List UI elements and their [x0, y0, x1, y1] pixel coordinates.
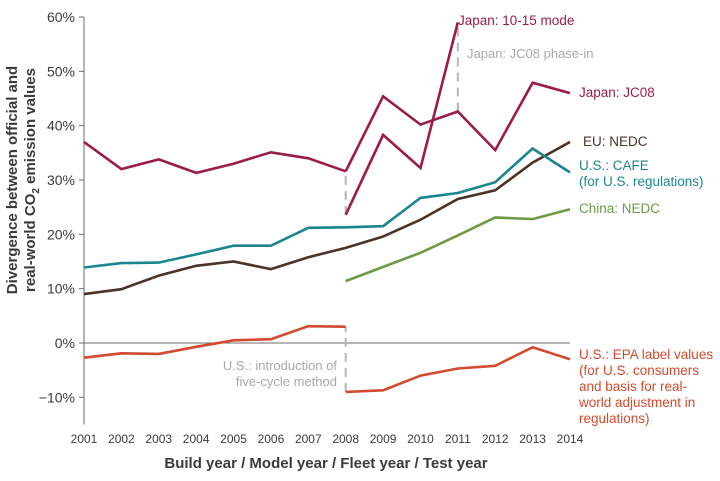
x-tick-label: 2011: [445, 432, 471, 446]
x-tick-label: 2002: [108, 432, 135, 446]
y-axis-title-line-2: real-world CO2 emission values: [22, 68, 42, 292]
x-tick-label: 2005: [220, 432, 247, 446]
y-tick-label: 50%: [47, 63, 75, 79]
japan-1015-label-line: Japan: 10-15 mode: [458, 13, 574, 28]
series-line-0: [83, 140, 347, 175]
y-tick-label: 0%: [55, 335, 75, 351]
y-tick-label: 10%: [47, 281, 75, 297]
five-cycle-line: five-cycle method: [236, 374, 337, 389]
japan-jc08-label-line: Japan: JC08: [579, 85, 655, 100]
series-lines: [83, 22, 571, 394]
series-line-1: [344, 22, 460, 216]
us-epa-label-line: regulations): [579, 411, 650, 426]
us-epa-label-line: world adjustment in: [578, 395, 695, 410]
five-cycle: U.S.: introduction of five-cycle method: [223, 358, 338, 389]
china-nedc-label-line: China: NEDC: [579, 201, 660, 216]
x-tick-label: 2013: [519, 432, 546, 446]
us-cafe-label-line: (for U.S. regulations): [579, 174, 704, 189]
dashed-markers: [344, 22, 459, 392]
series-line-5: [345, 208, 571, 283]
series-line-4: [83, 146, 571, 269]
x-tick-label: 2003: [145, 432, 172, 446]
china-nedc-label: China: NEDC: [579, 201, 660, 216]
x-axis-title: Build year / Model year / Fleet year / T…: [164, 455, 487, 472]
y-axis-title-line-1: Divergence between official and: [4, 66, 21, 294]
us-epa-label-line: and basis for real-: [579, 379, 687, 394]
y-tick-label: 30%: [47, 172, 75, 188]
series-line-6: [83, 324, 346, 359]
us-epa-label-line: U.S.: EPA label values: [579, 347, 713, 362]
x-tick-label: 2007: [295, 432, 322, 446]
y-tick-label: 20%: [47, 226, 75, 242]
y-tick-label: −10%: [39, 389, 75, 405]
x-tick-label: 2006: [258, 432, 285, 446]
x-tick-label: 2010: [407, 432, 434, 446]
us-epa-label: U.S.: EPA label values (for U.S. consumer…: [578, 347, 713, 426]
y-axis-title-part-a: real-world CO: [22, 193, 39, 292]
y-tick-label: 40%: [47, 118, 75, 134]
series-line-2: [344, 81, 571, 172]
x-tick-label: 2014: [557, 432, 584, 446]
x-tick-label: 2012: [482, 432, 509, 446]
x-tick-label: 2008: [332, 432, 359, 446]
japan-1015-label: Japan: 10-15 mode: [458, 13, 574, 28]
x-tick-label: 2001: [71, 432, 98, 446]
annotations: Japan: JC08 phase-in U.S.: introduction o…: [223, 46, 594, 389]
five-cycle-line: U.S.: introduction of: [223, 358, 338, 373]
japan-jc08-label: Japan: JC08: [579, 85, 655, 100]
y-axis-title-part-b: emission values: [22, 68, 39, 188]
x-tick-label: 2009: [370, 432, 397, 446]
y-tick-labels: −10% 0% 10% 20% 30% 40% 50% 60%: [39, 9, 84, 405]
eu-nedc-label-line: EU: NEDC: [583, 134, 648, 149]
us-cafe-label-line: U.S.: CAFE: [579, 158, 649, 173]
series-line-7: [345, 345, 571, 394]
x-tick-labels: 2001 2002 2003 2004 2005 2006 2007 2008 2009 2010…: [71, 432, 584, 446]
us-epa-label-line: (for U.S. consumers: [579, 363, 699, 378]
y-tick-label: 60%: [47, 9, 75, 25]
series-line-3: [83, 140, 571, 296]
us-cafe-label: U.S.: CAFE (for U.S. regulations): [579, 158, 704, 189]
eu-nedc-label: EU: NEDC: [583, 134, 648, 149]
y-axis-title-subscript: 2: [31, 188, 42, 194]
jc08-phase-in: Japan: JC08 phase-in: [467, 46, 593, 61]
series-labels: Japan: 10-15 mode Japan: JC08 EU: NEDC U.S.…: [458, 13, 713, 426]
x-tick-label: 2004: [183, 432, 210, 446]
